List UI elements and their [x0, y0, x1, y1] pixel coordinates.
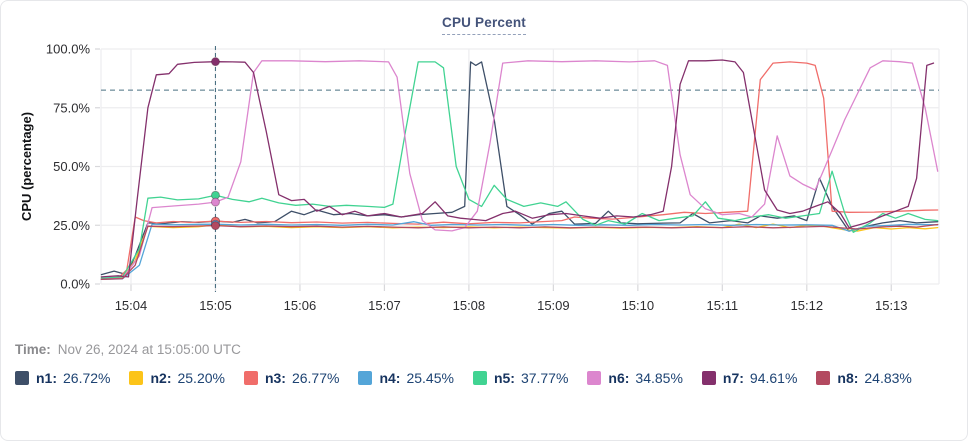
legend-item-n8[interactable]: n8: 24.83%: [816, 369, 912, 387]
svg-text:15:05: 15:05: [199, 298, 232, 313]
legend-swatch-icon: [243, 371, 258, 385]
legend-item-n2[interactable]: n2: 25.20%: [129, 369, 225, 387]
legend-series-name: n8:: [837, 370, 859, 386]
legend-item-n7[interactable]: n7: 94.61%: [701, 369, 798, 387]
legend-swatch-icon: [129, 371, 144, 385]
series-line-n5: [100, 61, 939, 279]
legend-series-value: 94.61%: [749, 370, 798, 386]
time-label: Time:: [15, 342, 51, 357]
crosshair-marker-n7: [210, 57, 220, 67]
legend-series-value: 26.77%: [291, 370, 340, 386]
legend-item-n1[interactable]: n1: 26.72%: [15, 369, 110, 387]
legend-item-n3[interactable]: n3: 26.77%: [243, 369, 340, 387]
chart-header: CPU Percent: [1, 14, 967, 35]
legend-series-name: n5:: [493, 370, 515, 386]
chart-title[interactable]: CPU Percent: [442, 15, 526, 35]
x-axis-labels: 15:04 15:05 15:06 15:07 15:08 15:09 15:10 15:11…: [115, 298, 908, 313]
series-line-n6: [100, 60, 939, 280]
legend-item-n5[interactable]: n5: 37.77%: [472, 369, 569, 387]
legend-item-n6[interactable]: n6: 34.85%: [587, 369, 683, 387]
svg-text:75.0%: 75.0%: [53, 100, 90, 115]
svg-text:100.0%: 100.0%: [46, 42, 91, 57]
crosshair-marker-n8: [210, 221, 220, 231]
legend-series-name: n2:: [150, 370, 172, 386]
legend-series-value: 25.20%: [177, 370, 225, 386]
legend-item-n4[interactable]: n4: 25.45%: [358, 369, 454, 387]
axis-ticks: [95, 48, 892, 291]
legend-swatch-icon: [816, 371, 831, 385]
svg-text:0.0%: 0.0%: [60, 277, 90, 292]
legend-swatch-icon: [358, 371, 373, 385]
series-line-n1: [100, 61, 939, 276]
legend-series-value: 26.72%: [63, 370, 111, 386]
legend: n1: 26.72% n2: 25.20% n3: 26.77% n4: 25.45% n5: 3…: [15, 369, 945, 387]
svg-text:25.0%: 25.0%: [53, 218, 90, 233]
legend-swatch-icon: [701, 371, 716, 385]
gridlines: [100, 48, 940, 285]
series-line-n3: [100, 61, 939, 280]
series-line-n2: [100, 223, 939, 279]
legend-series-value: 34.85%: [635, 370, 683, 386]
svg-text:15:08: 15:08: [453, 298, 486, 313]
crosshair-time-readout: Time: Nov 26, 2024 at 15:05:00 UTC: [15, 342, 241, 357]
legend-series-value: 25.45%: [406, 370, 454, 386]
svg-text:15:04: 15:04: [115, 298, 148, 313]
cpu-percent-line-chart[interactable]: 0.0% 25.0% 50.0% 75.0% 100.0% 15:04 15:05 15:06…: [1, 39, 968, 319]
crosshair-marker-n6: [210, 197, 220, 207]
legend-series-name: n1:: [36, 370, 57, 386]
legend-swatch-icon: [15, 371, 29, 385]
y-axis-title: CPU (percentage): [19, 112, 34, 221]
svg-text:15:10: 15:10: [622, 298, 655, 313]
series-line-n7: [100, 59, 935, 278]
legend-swatch-icon: [587, 371, 602, 385]
series-line-n4: [100, 221, 939, 280]
legend-series-name: n7:: [722, 370, 744, 386]
svg-text:15:11: 15:11: [707, 298, 739, 313]
svg-text:15:09: 15:09: [537, 298, 570, 313]
legend-swatch-icon: [472, 371, 487, 385]
legend-series-value: 37.77%: [520, 370, 569, 386]
legend-series-name: n4:: [379, 370, 401, 386]
series-line-n8: [100, 223, 939, 280]
svg-text:15:07: 15:07: [368, 298, 401, 313]
svg-text:15:06: 15:06: [284, 298, 317, 313]
legend-series-value: 24.83%: [864, 370, 912, 386]
legend-series-name: n3:: [264, 370, 286, 386]
svg-text:50.0%: 50.0%: [53, 159, 90, 174]
time-value: Nov 26, 2024 at 15:05:00 UTC: [57, 342, 241, 357]
y-axis-labels: 0.0% 25.0% 50.0% 75.0% 100.0%: [46, 42, 91, 292]
legend-series-name: n6:: [608, 370, 630, 386]
svg-text:15:13: 15:13: [875, 298, 908, 313]
svg-text:15:12: 15:12: [791, 298, 824, 313]
